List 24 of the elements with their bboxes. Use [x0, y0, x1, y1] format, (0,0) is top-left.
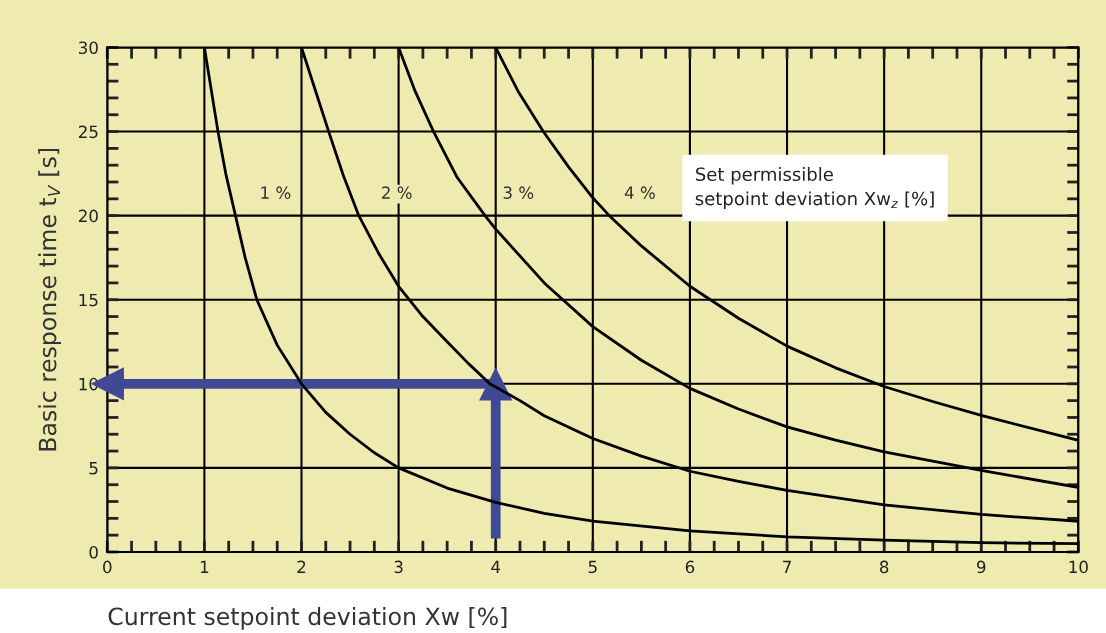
y-tick-label: 0 [89, 545, 98, 559]
x-tick-label: 8 [879, 560, 889, 574]
x-tick-label: 5 [588, 560, 597, 574]
x-tick-label: 4 [491, 560, 501, 573]
x-axis-title: Current setpoint deviation Xw [%] [108, 607, 507, 630]
x-tick-label: 10 [1069, 560, 1088, 574]
series-label: 4 % [624, 186, 655, 199]
x-tick-label: 3 [394, 560, 403, 574]
legend-title: Set permissible setpoint deviation Xw$_{z}$ [%] [695, 167, 934, 209]
y-tick-label: 30 [79, 41, 98, 55]
x-tick-label: 6 [685, 560, 695, 574]
y-axis-title: Basic response time t$_{V}$ [s] [38, 148, 62, 451]
y-tick-label: 25 [78, 125, 98, 139]
x-tick-label: 1 [200, 560, 209, 573]
y-tick-label: 5 [89, 462, 98, 475]
x-tick-label: 7 [783, 560, 791, 573]
series-label: 2 % [382, 186, 412, 199]
x-tick-label: 0 [103, 560, 112, 574]
y-tick-label: 20 [78, 209, 98, 223]
x-tick-label: 2 [297, 560, 306, 573]
x-tick-label: 9 [976, 560, 986, 574]
y-tick-label: 15 [79, 293, 98, 307]
series-label: 1 % [261, 186, 291, 199]
series-label: 3 % [503, 186, 534, 199]
